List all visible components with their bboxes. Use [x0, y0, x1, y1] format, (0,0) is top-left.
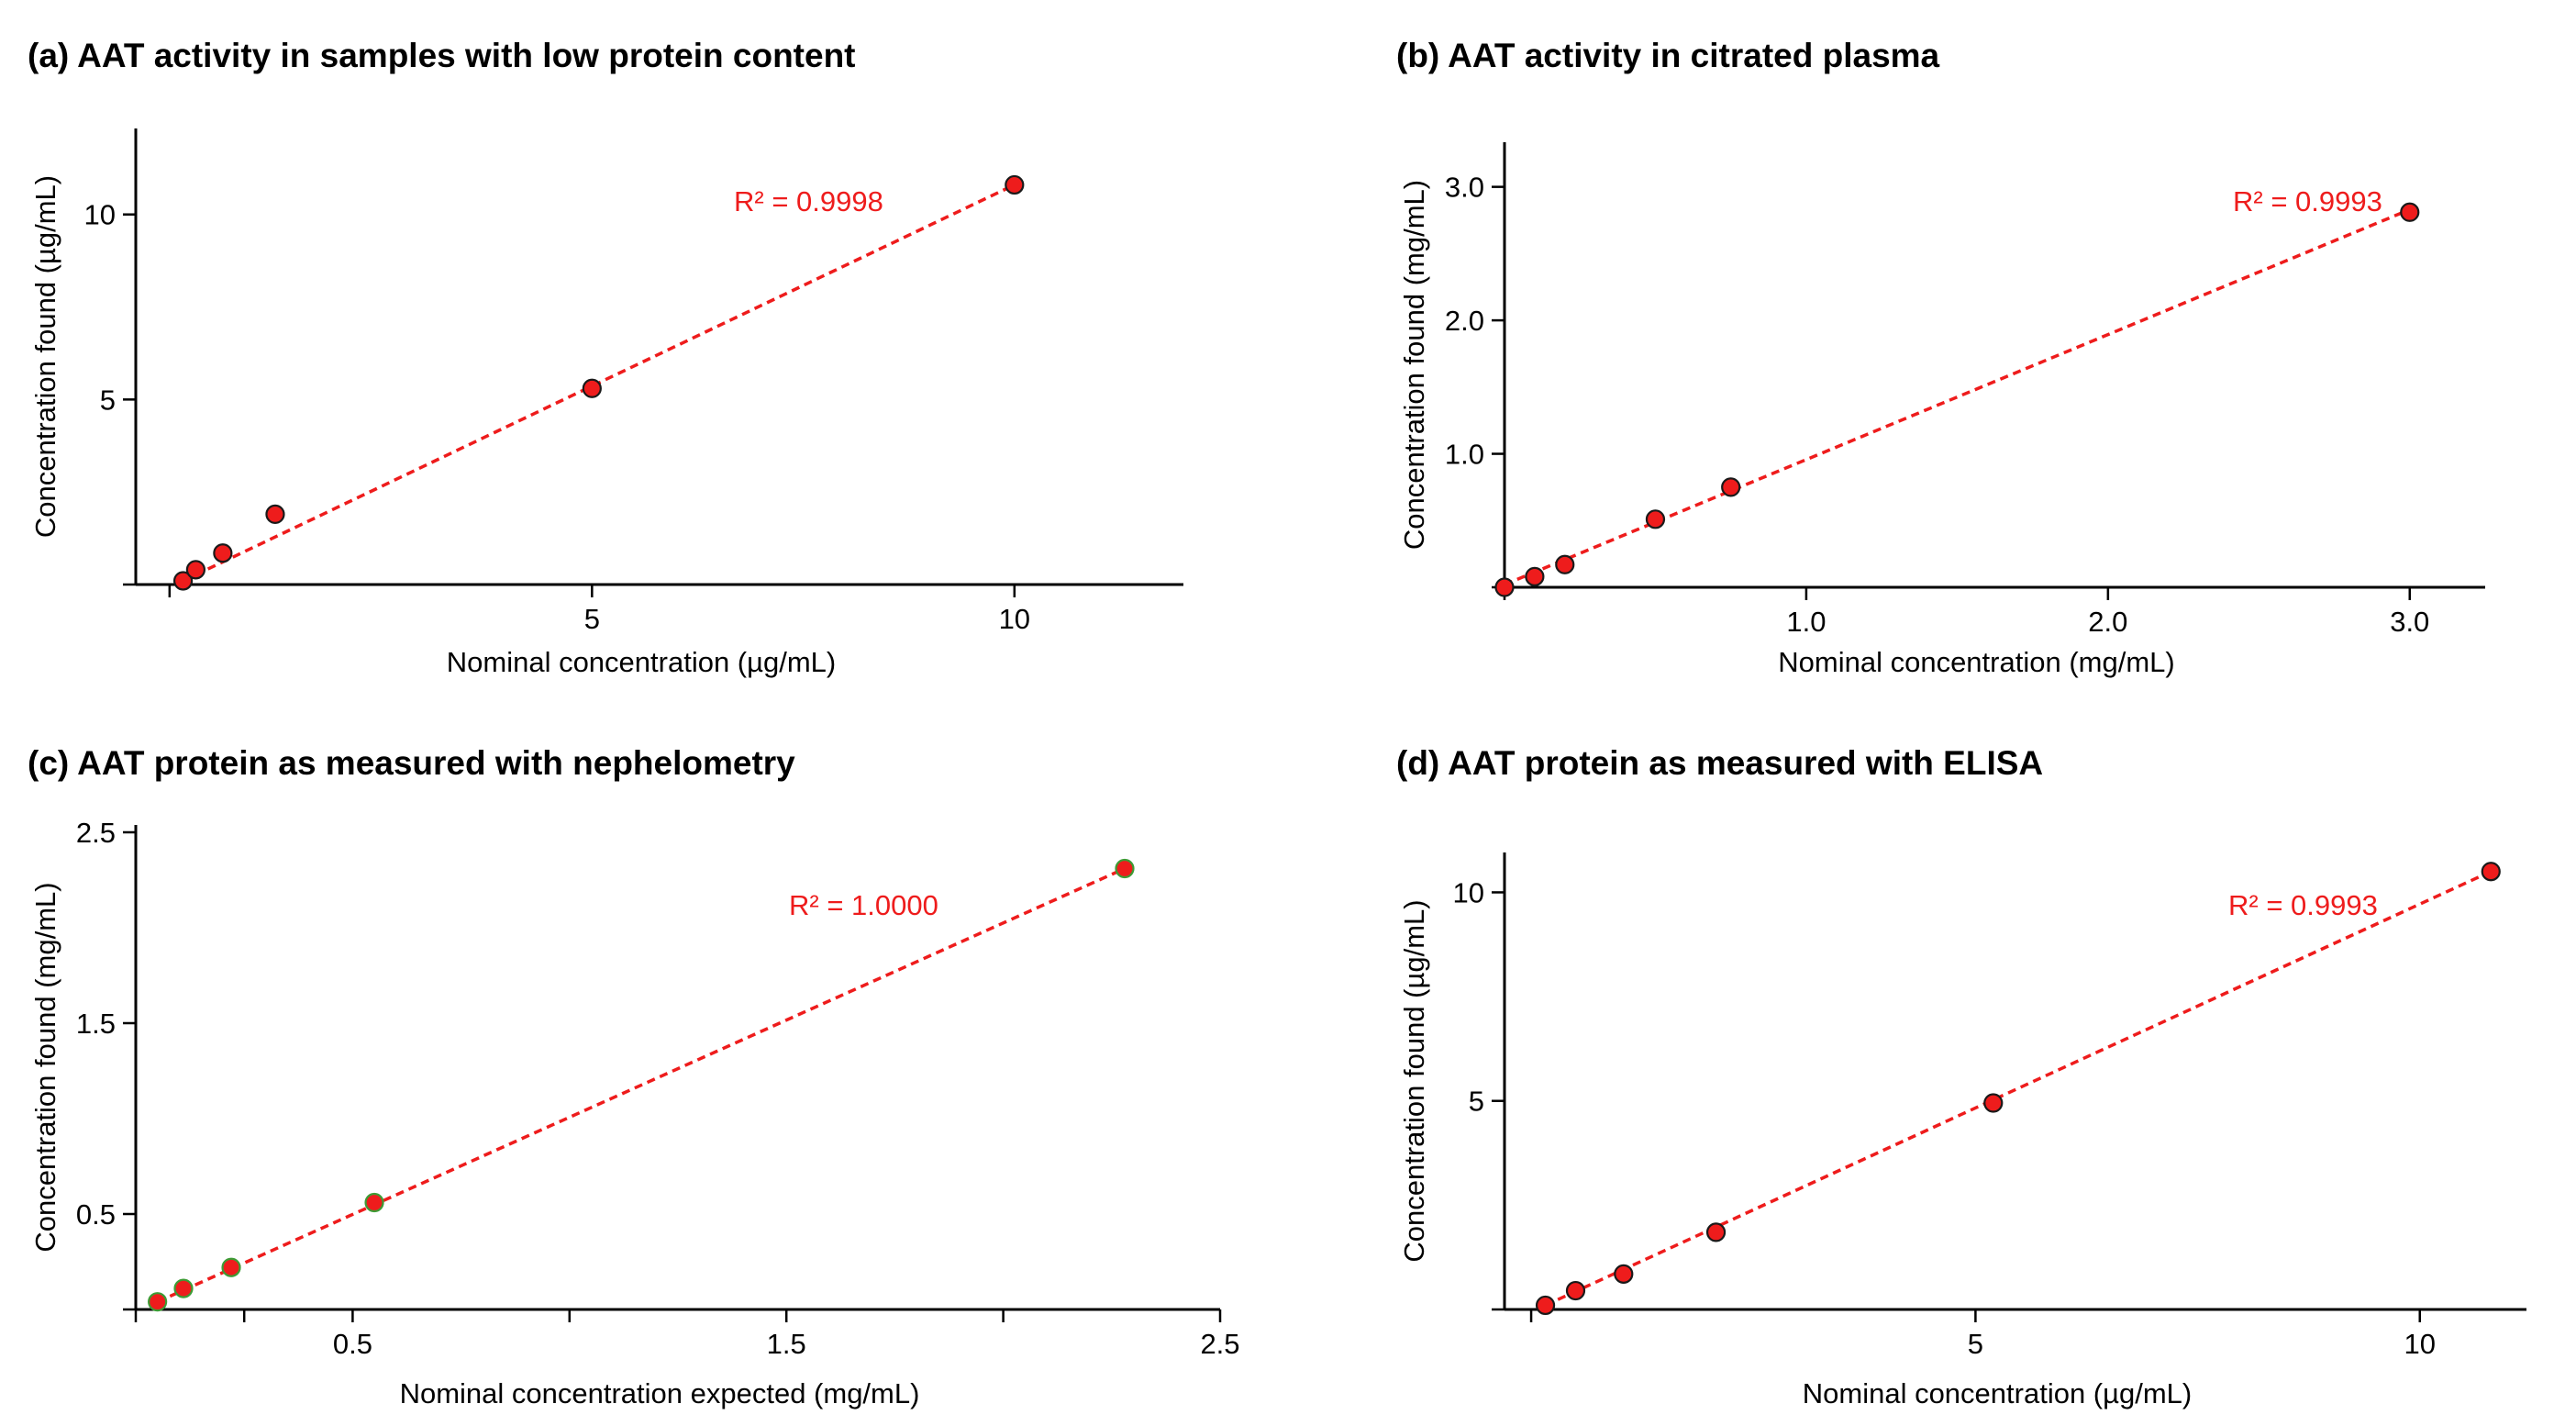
data-point: [1525, 566, 1545, 586]
y-tick-label: 5: [1469, 1086, 1484, 1118]
x-tick-label: 10: [2404, 1328, 2436, 1360]
r-squared-label: R² = 0.9993: [2233, 185, 2382, 217]
data-point: [1645, 509, 1666, 529]
data-point: [1555, 554, 1575, 574]
regression-line: [156, 866, 1126, 1304]
data-point: [173, 1278, 194, 1298]
y-tick-label: 2.0: [1445, 305, 1484, 337]
chart-svg-b: 1.0 2.0 3.0 1.0 2.0 3.0 Nominal concentration …: [1398, 142, 2485, 678]
x-tick-label: 0.5: [333, 1328, 372, 1360]
chart-panel-b: (b) AAT activity in citrated plasma 1.0 2…: [1288, 0, 2576, 713]
x-tick-label: 5: [584, 603, 600, 635]
chart-title-d: (d) AAT protein as measured with ELISA: [1396, 744, 2044, 782]
y-axis-title: Concentration found (mg/mL): [29, 882, 61, 1252]
chart-title-c: (c) AAT protein as measured with nephelo…: [28, 744, 795, 782]
y-tick-label: 10: [1453, 876, 1484, 908]
r-squared-label: R² = 0.9998: [734, 185, 883, 217]
data-point: [148, 1292, 168, 1312]
data-point: [1614, 1264, 1634, 1284]
chart-panel-c: (c) AAT protein as measured with nephelo…: [0, 713, 1288, 1426]
data-point: [185, 560, 205, 580]
y-tick-label: 0.5: [76, 1198, 116, 1231]
data-point: [1115, 858, 1135, 879]
y-tick-label: 10: [84, 199, 116, 231]
r-squared-label: R² = 0.9993: [2228, 889, 2378, 921]
data-point: [1705, 1222, 1727, 1242]
chart-svg-c: 0.5 1.5 2.5 0.5 1.5 2.5 Nominal concentration …: [29, 817, 1240, 1409]
data-point: [221, 1257, 241, 1277]
data-point: [2481, 862, 2501, 882]
y-axis-title: Concentration found (µg/mL): [1398, 899, 1430, 1262]
x-tick-label: 1.5: [767, 1328, 806, 1360]
x-axis-title: Nominal concentration (µg/mL): [1803, 1377, 2192, 1409]
data-point: [265, 504, 285, 524]
x-tick-label: 5: [1968, 1328, 1983, 1360]
x-axis-title: Nominal concentration (mg/mL): [1778, 646, 2174, 678]
x-tick-label: 10: [999, 603, 1030, 635]
data-point: [1535, 1295, 1556, 1316]
y-tick-label: 3.0: [1445, 172, 1484, 204]
y-tick-label: 1.5: [76, 1008, 116, 1040]
data-point: [364, 1192, 384, 1213]
data-point: [1721, 477, 1741, 497]
chart-title-a: (a) AAT activity in samples with low pro…: [28, 37, 856, 74]
data-point: [1565, 1280, 1586, 1301]
data-point: [1494, 577, 1515, 597]
y-axis-title: Concentration found (µg/mL): [29, 175, 61, 538]
data-point: [172, 571, 194, 591]
data-point: [1005, 174, 1025, 195]
data-point: [213, 543, 233, 563]
y-tick-label: 2.5: [76, 817, 116, 849]
chart-panel-d: (d) AAT protein as measured with ELISA 5…: [1288, 713, 2576, 1426]
chart-panel-a: (a) AAT activity in samples with low pro…: [0, 0, 1288, 713]
x-tick-label: 3.0: [2390, 606, 2429, 638]
data-point: [582, 378, 602, 398]
y-axis-title: Concentration found (mg/mL): [1398, 180, 1430, 550]
chart-svg-a: 5 10 5 10 Nominal concentration (µg/mL) Conce…: [29, 128, 1183, 678]
chart-title-b: (b) AAT activity in citrated plasma: [1396, 37, 1940, 74]
x-tick-label: 2.0: [2088, 606, 2127, 638]
chart-svg-d: 5 10 5 10 Nominal concentration (µg/mL) Conce…: [1398, 852, 2526, 1409]
data-point: [2400, 202, 2420, 222]
y-tick-label: 1.0: [1445, 439, 1484, 471]
data-point: [1983, 1093, 2004, 1113]
y-tick-label: 5: [100, 384, 116, 416]
regression-line: [1544, 870, 2492, 1308]
x-tick-label: 2.5: [1200, 1328, 1239, 1360]
regression-line: [1504, 207, 2411, 586]
x-axis-title: Nominal concentration (µg/mL): [447, 646, 836, 678]
r-squared-label: R² = 1.0000: [789, 889, 938, 921]
x-tick-label: 1.0: [1786, 606, 1826, 638]
x-axis-title: Nominal concentration expected (mg/mL): [400, 1377, 920, 1409]
